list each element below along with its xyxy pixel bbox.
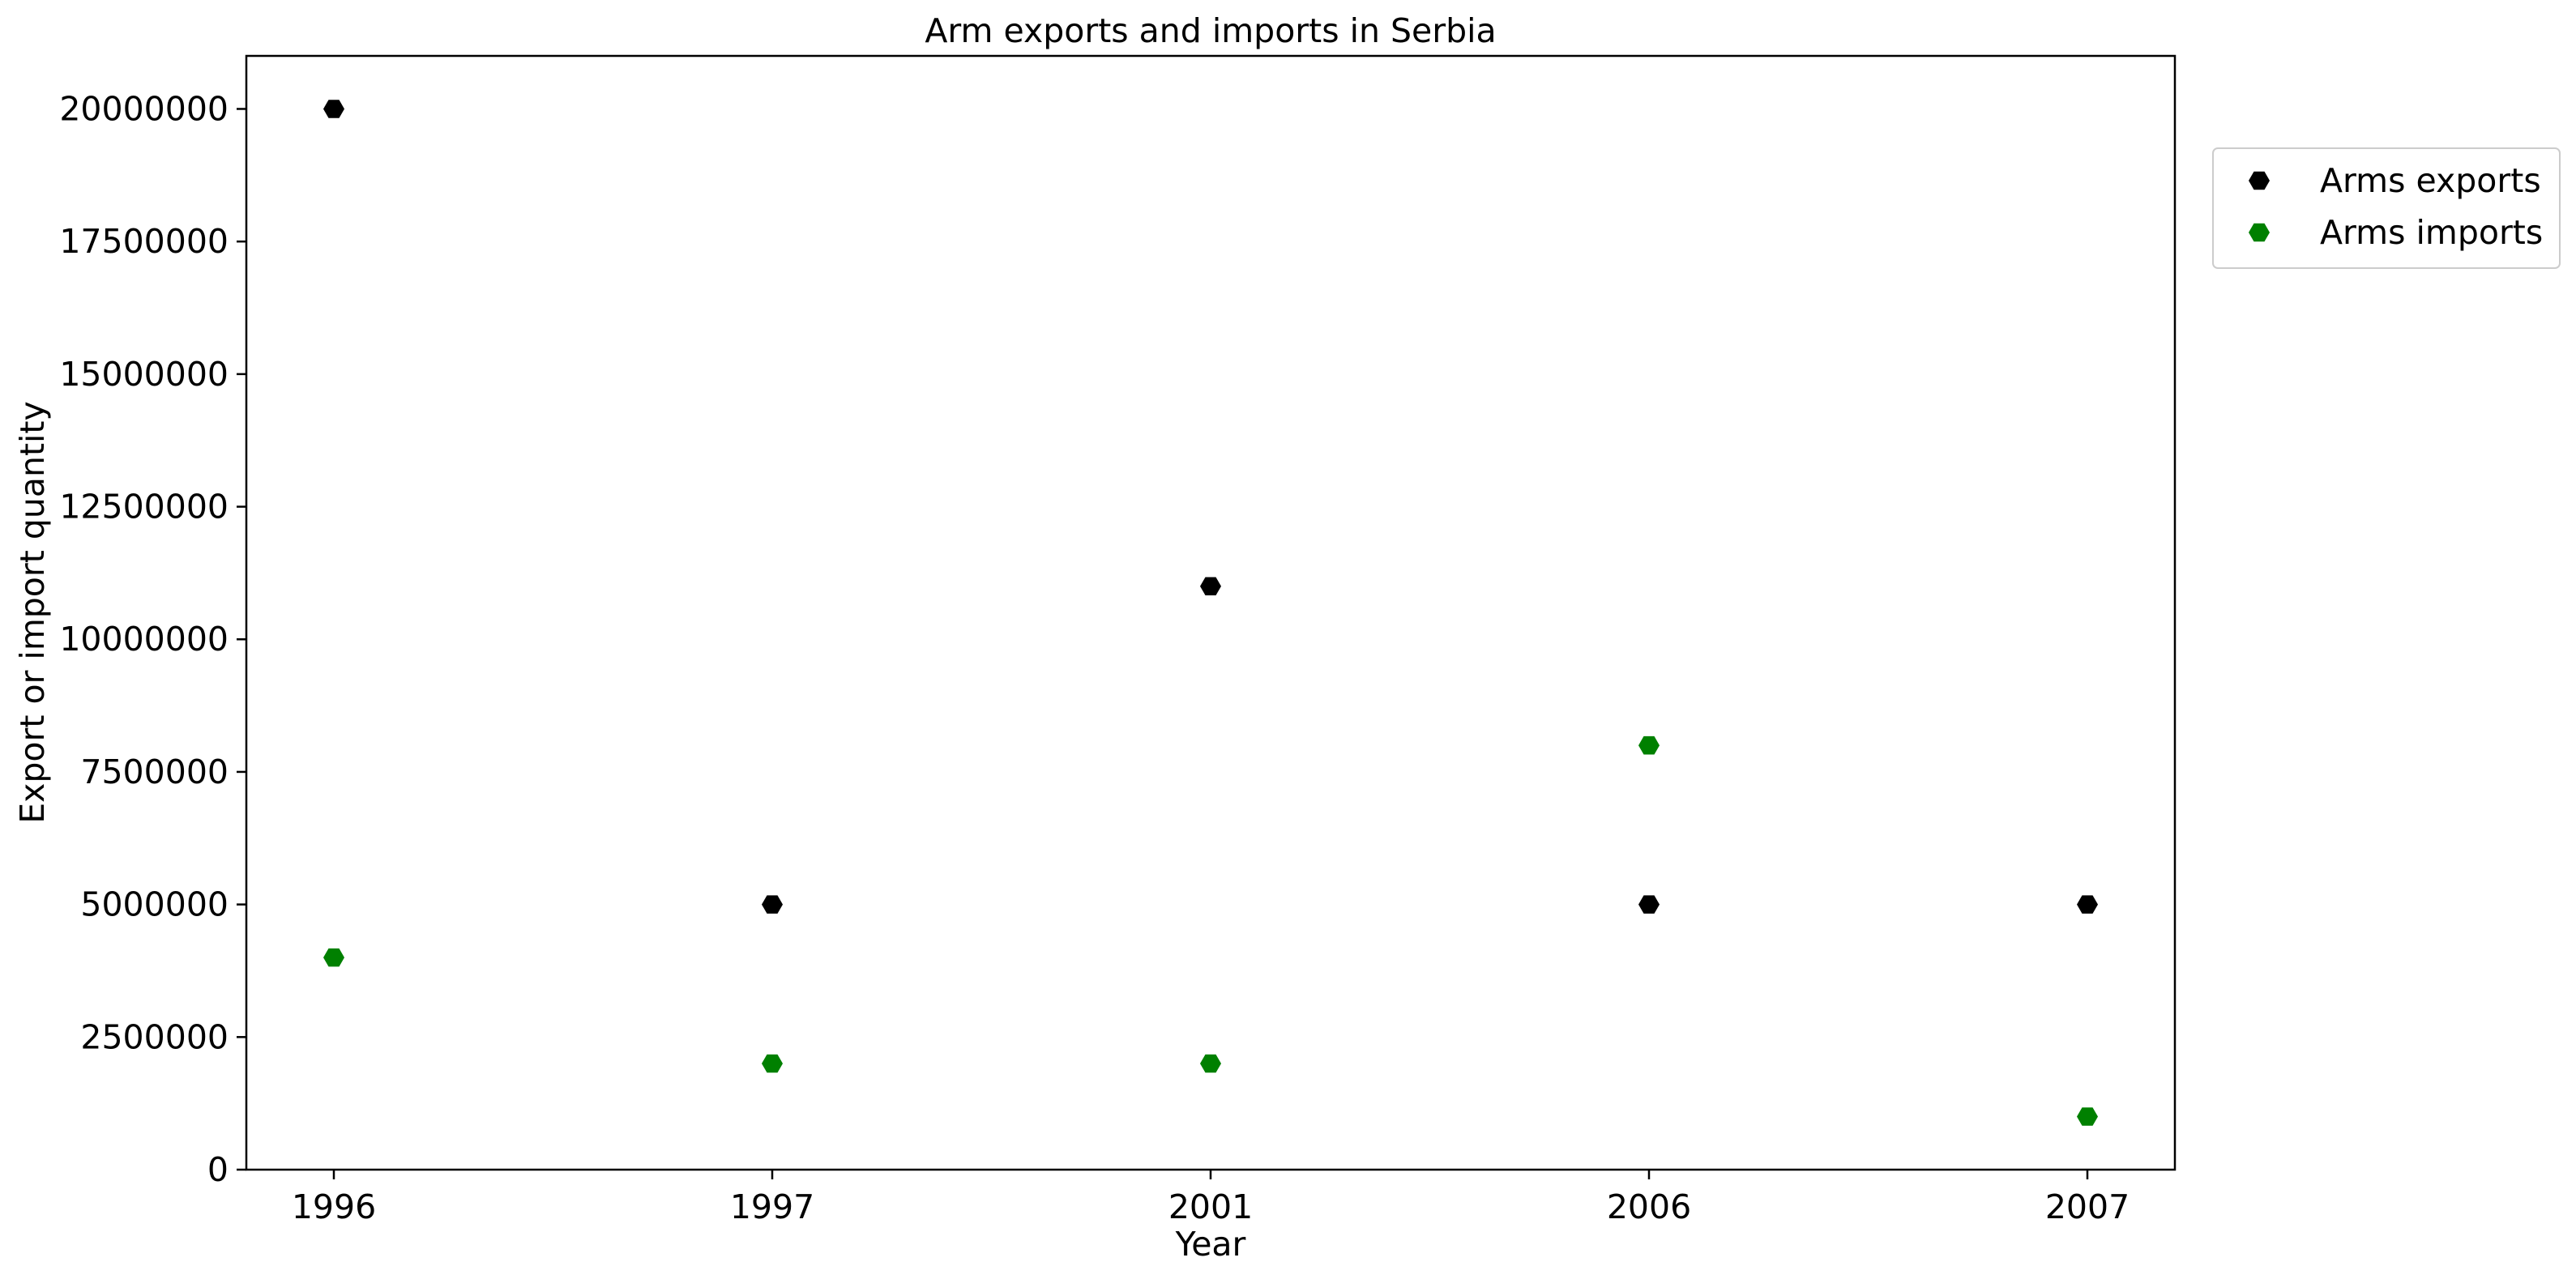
legend-label-arms-exports: Arms exports	[2320, 161, 2541, 200]
x-tick-label: 2001	[1168, 1187, 1253, 1226]
legend-label-arms-imports: Arms imports	[2320, 213, 2543, 252]
data-points	[323, 100, 2098, 1126]
x-tick-label: 2006	[1607, 1187, 1691, 1226]
y-tick-label: 5000000	[80, 885, 229, 924]
y-tick-label: 2500000	[80, 1017, 229, 1056]
chart-title: Arm exports and imports in Serbia	[925, 11, 1496, 50]
arms-imports-point	[323, 948, 344, 967]
y-axis-label: Export or import quantity	[13, 401, 52, 824]
x-tick-label: 2007	[2045, 1187, 2130, 1226]
arms-exports-point	[762, 895, 783, 914]
y-tick-label: 0	[207, 1150, 229, 1189]
x-tick-label: 1997	[730, 1187, 814, 1226]
y-tick-label: 20000000	[59, 89, 229, 128]
y-axis-ticks: 0 2500000 5000000 7500000 10000000 12500000 15…	[59, 89, 246, 1189]
x-axis-label: Year	[1175, 1225, 1246, 1264]
arms-imports-point	[1638, 735, 1660, 755]
y-tick-label: 7500000	[80, 752, 229, 791]
x-axis-ticks: 1996 1997 2001 2006 2007	[292, 1170, 2130, 1226]
y-tick-label: 15000000	[59, 355, 229, 394]
legend-marker-arms-exports	[2249, 171, 2270, 190]
arms-exports-point	[2077, 895, 2098, 914]
arms-imports-point	[762, 1054, 783, 1073]
arms-exports-point	[1200, 577, 1221, 596]
y-tick-label: 17500000	[59, 222, 229, 261]
arms-exports-point	[1638, 895, 1660, 914]
y-tick-label: 12500000	[59, 488, 229, 527]
arms-imports-point	[1200, 1054, 1221, 1073]
arms-imports-point	[2077, 1107, 2098, 1126]
y-tick-label: 10000000	[59, 620, 229, 659]
legend-box	[2212, 147, 2561, 269]
x-tick-label: 1996	[292, 1187, 376, 1226]
legend: Arms exports Arms imports	[2212, 147, 2561, 269]
legend-marker-arms-imports	[2249, 223, 2270, 242]
arms-exports-point	[323, 100, 344, 118]
